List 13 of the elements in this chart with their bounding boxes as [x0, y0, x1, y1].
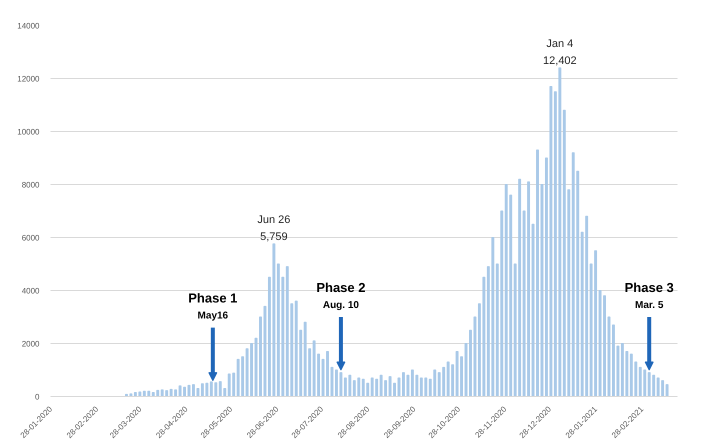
y-tick-label: 6000 [22, 234, 40, 242]
y-tick-label: 10000 [17, 128, 40, 136]
annotation: Jun 26 5,759 [257, 214, 290, 243]
y-tick-label: 2000 [22, 340, 40, 348]
y-tick-label: 8000 [22, 180, 40, 190]
annotation: Phase 3 Mar. 5 [624, 280, 674, 311]
annotation: Jan 4 12,402 [543, 38, 577, 67]
annotation: Phase 1 May16 [188, 290, 238, 322]
y-tick-label: 14000 [17, 22, 40, 30]
annotation: Phase 2 Aug. 10 [316, 280, 366, 311]
y-tick-label: 12000 [17, 74, 40, 84]
y-tick-label: 4000 [22, 286, 40, 296]
y-tick-label: 0 [35, 392, 40, 402]
